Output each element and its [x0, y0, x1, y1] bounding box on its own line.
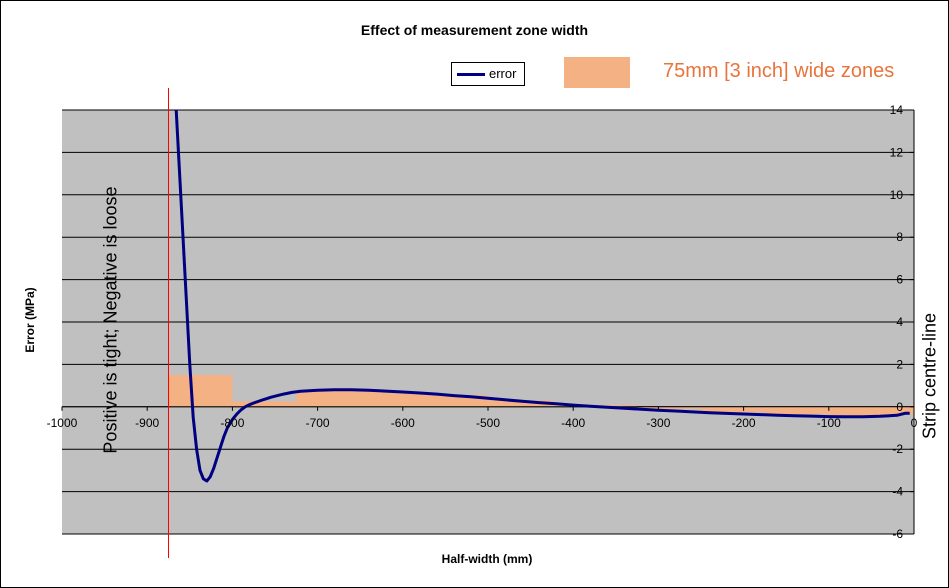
- y-tick-label: 2: [896, 357, 903, 371]
- zone-bar: [828, 406, 893, 416]
- zone-bar: [701, 406, 765, 413]
- y-tick-label: 4: [896, 315, 903, 329]
- zone-bars: [168, 375, 914, 416]
- y-tick-label: 6: [896, 273, 903, 287]
- y-tick-label: 14: [890, 103, 904, 117]
- centre-line-note: Strip centre-line: [919, 312, 940, 440]
- x-axis-label: Half-width (mm): [441, 552, 533, 566]
- y-tick-label: -2: [892, 442, 903, 456]
- x-tick-label: -900: [135, 416, 159, 430]
- zone-bar: [637, 406, 701, 409]
- zone-bar: [424, 395, 488, 407]
- y-tick-label: 10: [890, 188, 904, 202]
- x-tick-label: -600: [391, 416, 415, 430]
- legend-line-swatch: [457, 73, 485, 76]
- x-tick-labels: -1000 -900 -800 -700 -600 -500 -400 -300 -200 -10…: [47, 416, 918, 430]
- y-tick-label: -6: [892, 527, 903, 541]
- x-tick-label: -800: [220, 416, 244, 430]
- x-tick-label: -100: [817, 416, 841, 430]
- legend-label-error: error: [489, 66, 517, 81]
- zone-bar: [232, 401, 297, 407]
- x-tick-label: -700: [306, 416, 330, 430]
- x-tick-label: -500: [476, 416, 500, 430]
- series-lines: [174, 109, 910, 483]
- x-tick-label: 0: [911, 416, 918, 430]
- y-tick-labels: -6 -4 -2 0 2 4 6 8 10 12 14: [890, 103, 904, 541]
- x-tick-label: -400: [561, 416, 585, 430]
- y-tick-label: 0: [896, 400, 903, 414]
- legend: error: [451, 62, 525, 86]
- zone-bar: [488, 400, 552, 407]
- zone-bar: [892, 406, 914, 415]
- chart-title: Effect of measurement zone width: [360, 22, 589, 38]
- sign-convention-note: Positive is tight; Negative is loose: [100, 186, 121, 454]
- axes: [61, 88, 915, 558]
- zone-bar: [764, 406, 829, 415]
- x-tick-label: -200: [732, 416, 756, 430]
- zone-bar: [296, 390, 361, 407]
- y-tick-label: 12: [890, 145, 904, 159]
- x-tick-label: -1000: [47, 416, 78, 430]
- series-line-error: [174, 109, 910, 483]
- x-tick-label: -300: [646, 416, 670, 430]
- zone-legend-swatch: [564, 57, 630, 88]
- zone-legend-label: 75mm [3 inch] wide zones: [663, 60, 895, 82]
- zone-bar: [168, 375, 233, 407]
- y-tick-label: -4: [892, 485, 903, 499]
- y-axis-label: Error (MPa): [23, 287, 37, 353]
- zone-bar: [360, 391, 425, 407]
- y-tick-label: 8: [896, 230, 903, 244]
